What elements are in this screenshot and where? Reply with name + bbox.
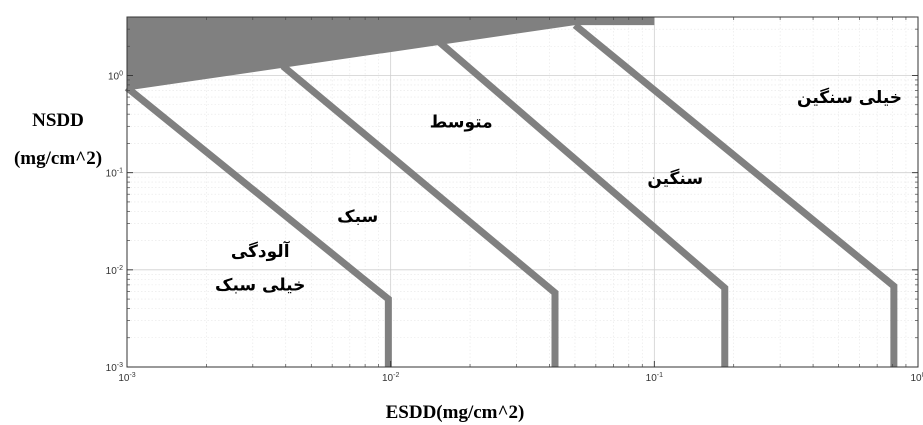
x-tick-label: 10-1	[646, 372, 663, 384]
region-label: خیلی سنگین	[797, 87, 902, 108]
x-axis-label: ESDD(mg/cm^2)	[386, 402, 525, 423]
boundary-line-2	[283, 66, 555, 367]
y-axis-label-line2: (mg/cm^2)	[14, 148, 102, 169]
boundary-line-1	[127, 88, 388, 367]
region-label: سنگین	[647, 168, 703, 189]
region-label: آلودگی	[231, 240, 291, 262]
region-label: سبک	[337, 207, 378, 227]
y-tick-label: 10-2	[106, 265, 123, 277]
y-tick-label: 10-1	[106, 168, 123, 180]
region-label: متوسط	[430, 113, 493, 133]
x-tick-label: 10-3	[118, 372, 135, 384]
x-tick-label: 100	[910, 372, 923, 384]
region-label: خیلی سبک	[215, 276, 305, 296]
region-labels: آلودگی خیلی سبک سبک متوسط سنگین خیلی سنگین	[215, 87, 902, 296]
y-axis-label-line1: NSDD	[32, 110, 84, 131]
y-tick-label: 100	[108, 71, 123, 83]
x-tick-label: 10-2	[382, 372, 399, 384]
series-lines	[127, 25, 894, 367]
